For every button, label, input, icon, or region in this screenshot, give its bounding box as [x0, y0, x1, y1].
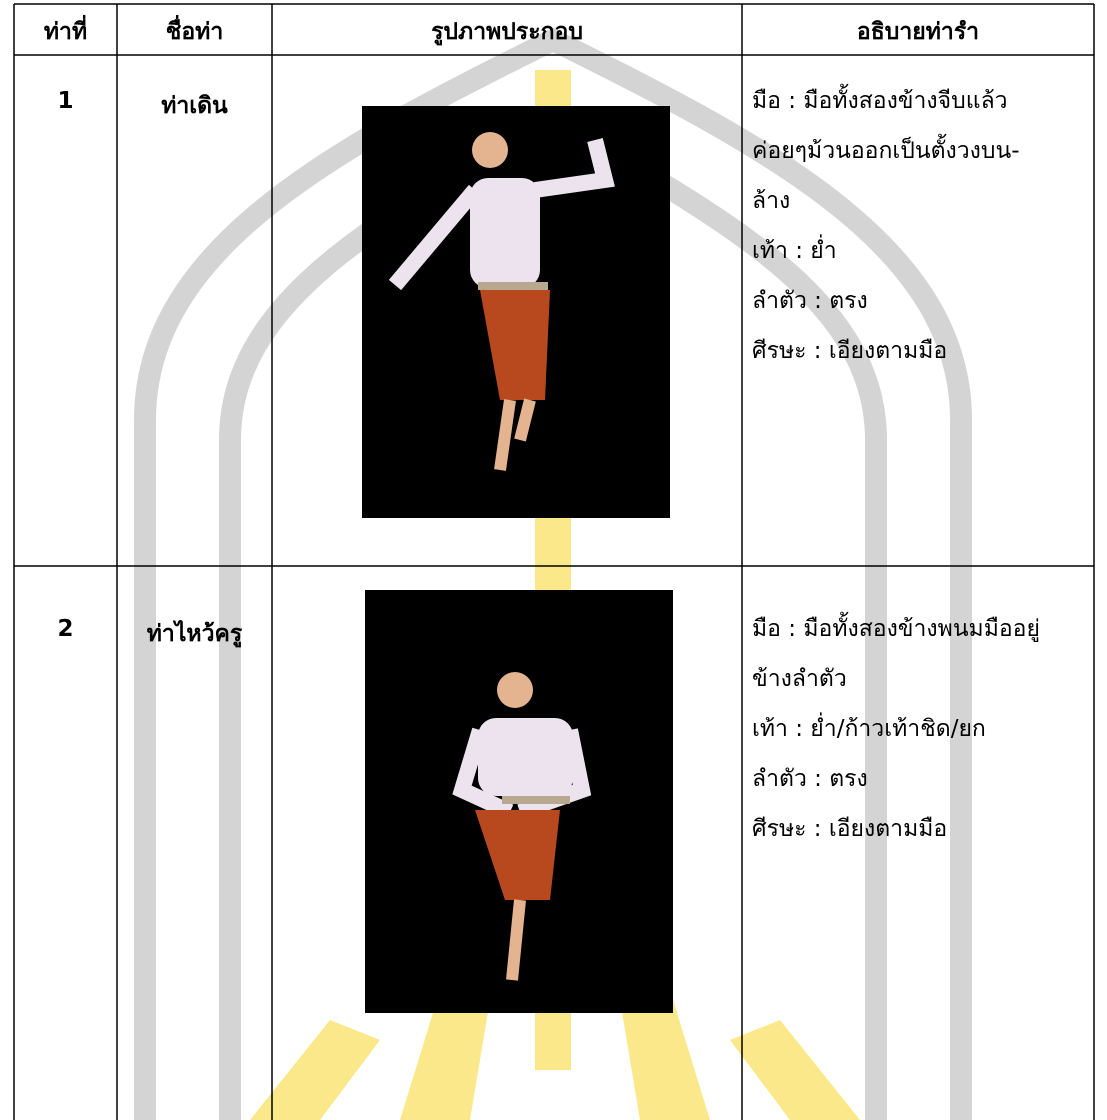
- header-cell: ท่าที่: [43, 19, 88, 45]
- description-line: มือ : มือทั้งสองข้างพนมมืออยู่: [752, 616, 1040, 642]
- header-cell: อธิบายท่ารำ: [856, 19, 980, 45]
- description-line: ศีรษะ : เอียงตามมือ: [752, 338, 948, 364]
- header-cell: รูปภาพประกอบ: [431, 19, 583, 45]
- description-line: ศีรษะ : เอียงตามมือ: [752, 816, 948, 842]
- description-line: ล้าง: [752, 188, 791, 214]
- description-line: มือ : มือทั้งสองข้างจีบแล้ว: [752, 88, 1008, 114]
- pose-name: ท่าเดิน: [161, 93, 228, 119]
- description-line: เท้า : ย่ำ/ก้าวเท้าชิด/ยก: [752, 716, 986, 742]
- photo: [362, 106, 670, 518]
- description-line: ข้างลำตัว: [752, 666, 847, 692]
- description-line: ลำตัว : ตรง: [752, 288, 868, 314]
- row-number: 2: [57, 616, 74, 642]
- description: มือ : มือทั้งสองข้างพนมมืออยู่ข้างลำตัวเ…: [752, 604, 1092, 854]
- description-line: เท้า : ย่ำ: [752, 238, 837, 264]
- row-number: 1: [57, 88, 74, 114]
- photo: [365, 590, 673, 1013]
- description: มือ : มือทั้งสองข้างจีบแล้วค่อยๆม้วนออกเ…: [752, 76, 1092, 376]
- description-line: ค่อยๆม้วนออกเป็นตั้งวงบน-: [752, 138, 1020, 164]
- table-grid: [13, 3, 1095, 1120]
- description-line: ลำตัว : ตรง: [752, 766, 868, 792]
- header-cell: ชื่อท่า: [165, 19, 224, 45]
- pose-name: ท่าไหว้ครู: [146, 621, 243, 647]
